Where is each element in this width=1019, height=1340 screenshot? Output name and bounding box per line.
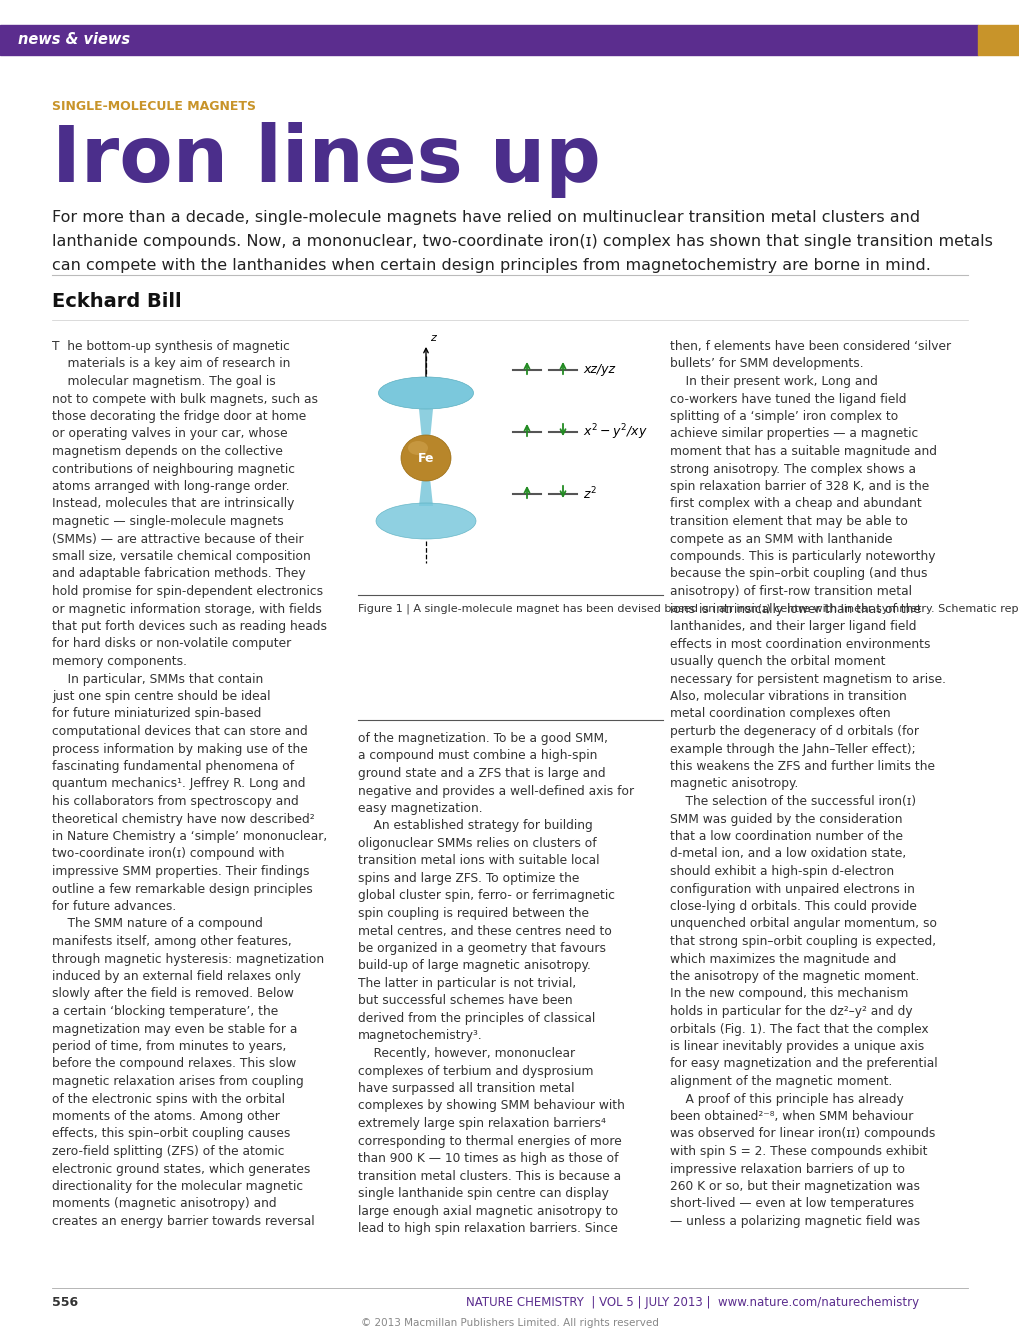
Text: For more than a decade, single-molecule magnets have relied on multinuclear tran: For more than a decade, single-molecule … — [52, 210, 919, 225]
Bar — [977, 25, 1019, 55]
Ellipse shape — [376, 502, 476, 539]
Ellipse shape — [400, 436, 450, 481]
Text: lanthanide compounds. Now, a mononuclear, two-coordinate iron(ɪ) complex has sho: lanthanide compounds. Now, a mononuclear… — [52, 234, 991, 249]
Ellipse shape — [378, 377, 473, 409]
Text: © 2013 Macmillan Publishers Limited. All rights reserved: © 2013 Macmillan Publishers Limited. All… — [361, 1319, 658, 1328]
Text: $z^2$: $z^2$ — [583, 485, 596, 502]
Text: T  he bottom-up synthesis of magnetic
    materials is a key aim of research in
: T he bottom-up synthesis of magnetic mat… — [52, 340, 327, 1227]
Polygon shape — [419, 478, 433, 507]
Text: Eckhard Bill: Eckhard Bill — [52, 292, 181, 311]
Text: then, f elements have been considered ‘silver
bullets’ for SMM developments.
   : then, f elements have been considered ‘s… — [669, 340, 950, 1227]
Text: can compete with the lanthanides when certain design principles from magnetochem: can compete with the lanthanides when ce… — [52, 259, 930, 273]
Text: of the magnetization. To be a good SMM,
a compound must combine a high-spin
grou: of the magnetization. To be a good SMM, … — [358, 732, 634, 1235]
Text: 556: 556 — [52, 1296, 78, 1309]
Text: Figure 1 | A single-molecule magnet has been devised based on an iron(ɪ) centre : Figure 1 | A single-molecule magnet has … — [358, 603, 1019, 614]
Text: SINGLE-MOLECULE MAGNETS: SINGLE-MOLECULE MAGNETS — [52, 100, 256, 113]
Text: z: z — [430, 334, 435, 343]
Bar — [0, 25, 977, 55]
Text: Fe: Fe — [418, 452, 434, 465]
Text: Iron lines up: Iron lines up — [52, 122, 600, 198]
Polygon shape — [419, 409, 433, 440]
Ellipse shape — [408, 441, 428, 456]
Text: xz/yz: xz/yz — [583, 363, 614, 377]
Text: news & views: news & views — [18, 32, 130, 47]
Text: NATURE CHEMISTRY  | VOL 5 | JULY 2013 |  www.nature.com/naturechemistry: NATURE CHEMISTRY | VOL 5 | JULY 2013 | w… — [466, 1296, 919, 1309]
Text: $x^2-y^2$/xy: $x^2-y^2$/xy — [583, 422, 647, 442]
